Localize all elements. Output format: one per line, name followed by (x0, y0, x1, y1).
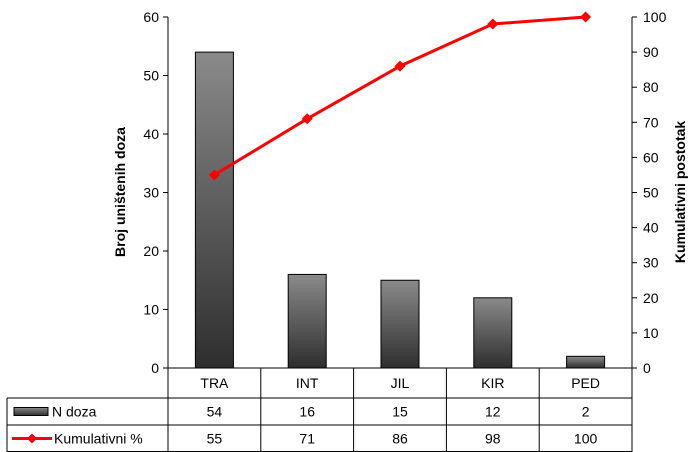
table-value-bars: 2 (582, 404, 590, 420)
y-right-tick-label: 0 (643, 360, 651, 376)
y-left-tick-label: 30 (143, 185, 159, 201)
legend-key-marker (27, 433, 37, 444)
bar-TRA (194, 51, 234, 369)
y-left-tick-label: 60 (143, 9, 159, 25)
y-right-tick-label: 20 (643, 290, 659, 306)
y-right-tick-label: 40 (643, 220, 659, 236)
table-value-bars: 16 (299, 404, 315, 420)
cumulative-line (213, 15, 586, 177)
y-axis-right-label: Kumulativni postotak (672, 121, 688, 264)
cumulative-point-JIL (394, 60, 406, 72)
bar-JIL (380, 279, 420, 369)
y-right-tick-label: 80 (643, 79, 659, 95)
y-left-tick-label: 50 (143, 68, 159, 84)
y-right-tick-label: 60 (643, 149, 659, 165)
y-left-tick-label: 40 (143, 126, 159, 142)
bar-INT (287, 273, 327, 369)
table-value-line: 55 (207, 431, 223, 447)
category-label: JIL (391, 375, 410, 391)
legend-label-bars: N doza (52, 404, 97, 420)
table-value-bars: 15 (392, 404, 408, 420)
y-right-tick-label: 70 (643, 114, 659, 130)
category-label: PED (571, 375, 600, 391)
category-label: TRA (200, 375, 229, 391)
plot-area (168, 11, 632, 369)
category-label: KIR (481, 375, 504, 391)
y-axis-left: 0 10 20 30 40 50 60 (143, 9, 169, 376)
table-value-bars: 54 (207, 404, 223, 420)
cumulative-point-TRA (208, 169, 220, 181)
table-value-bars: 12 (485, 404, 501, 420)
category-label: INT (296, 375, 319, 391)
y-left-tick-label: 20 (143, 243, 159, 259)
cumulative-point-KIR (487, 18, 499, 30)
y-axis-right: 0 10 20 30 40 50 60 70 80 90 100 (631, 9, 667, 376)
y-right-tick-label: 10 (643, 325, 659, 341)
y-left-tick-label: 0 (151, 360, 159, 376)
y-right-tick-label: 50 (643, 185, 659, 201)
y-left-tick-label: 10 (143, 302, 159, 318)
legend-key-bars (13, 407, 49, 416)
y-right-tick-label: 30 (643, 255, 659, 271)
y-right-tick-label: 90 (643, 44, 659, 60)
y-right-tick-label: 100 (643, 9, 667, 25)
table-value-line: 71 (299, 431, 315, 447)
cumulative-point-PED (580, 11, 592, 23)
table-value-line: 100 (574, 431, 598, 447)
data-table: TRA INT JIL KIR PED N doza Kumulativni % 54 16 15… (6, 367, 633, 452)
table-value-line: 86 (392, 431, 408, 447)
cumulative-point-INT (301, 113, 313, 125)
y-axis-left-label: Broj uništenih doza (112, 127, 128, 257)
bar-KIR (473, 297, 513, 369)
table-value-line: 98 (485, 431, 501, 447)
bar-PED (566, 355, 606, 369)
legend-label-line: Kumulativni % (54, 431, 143, 447)
